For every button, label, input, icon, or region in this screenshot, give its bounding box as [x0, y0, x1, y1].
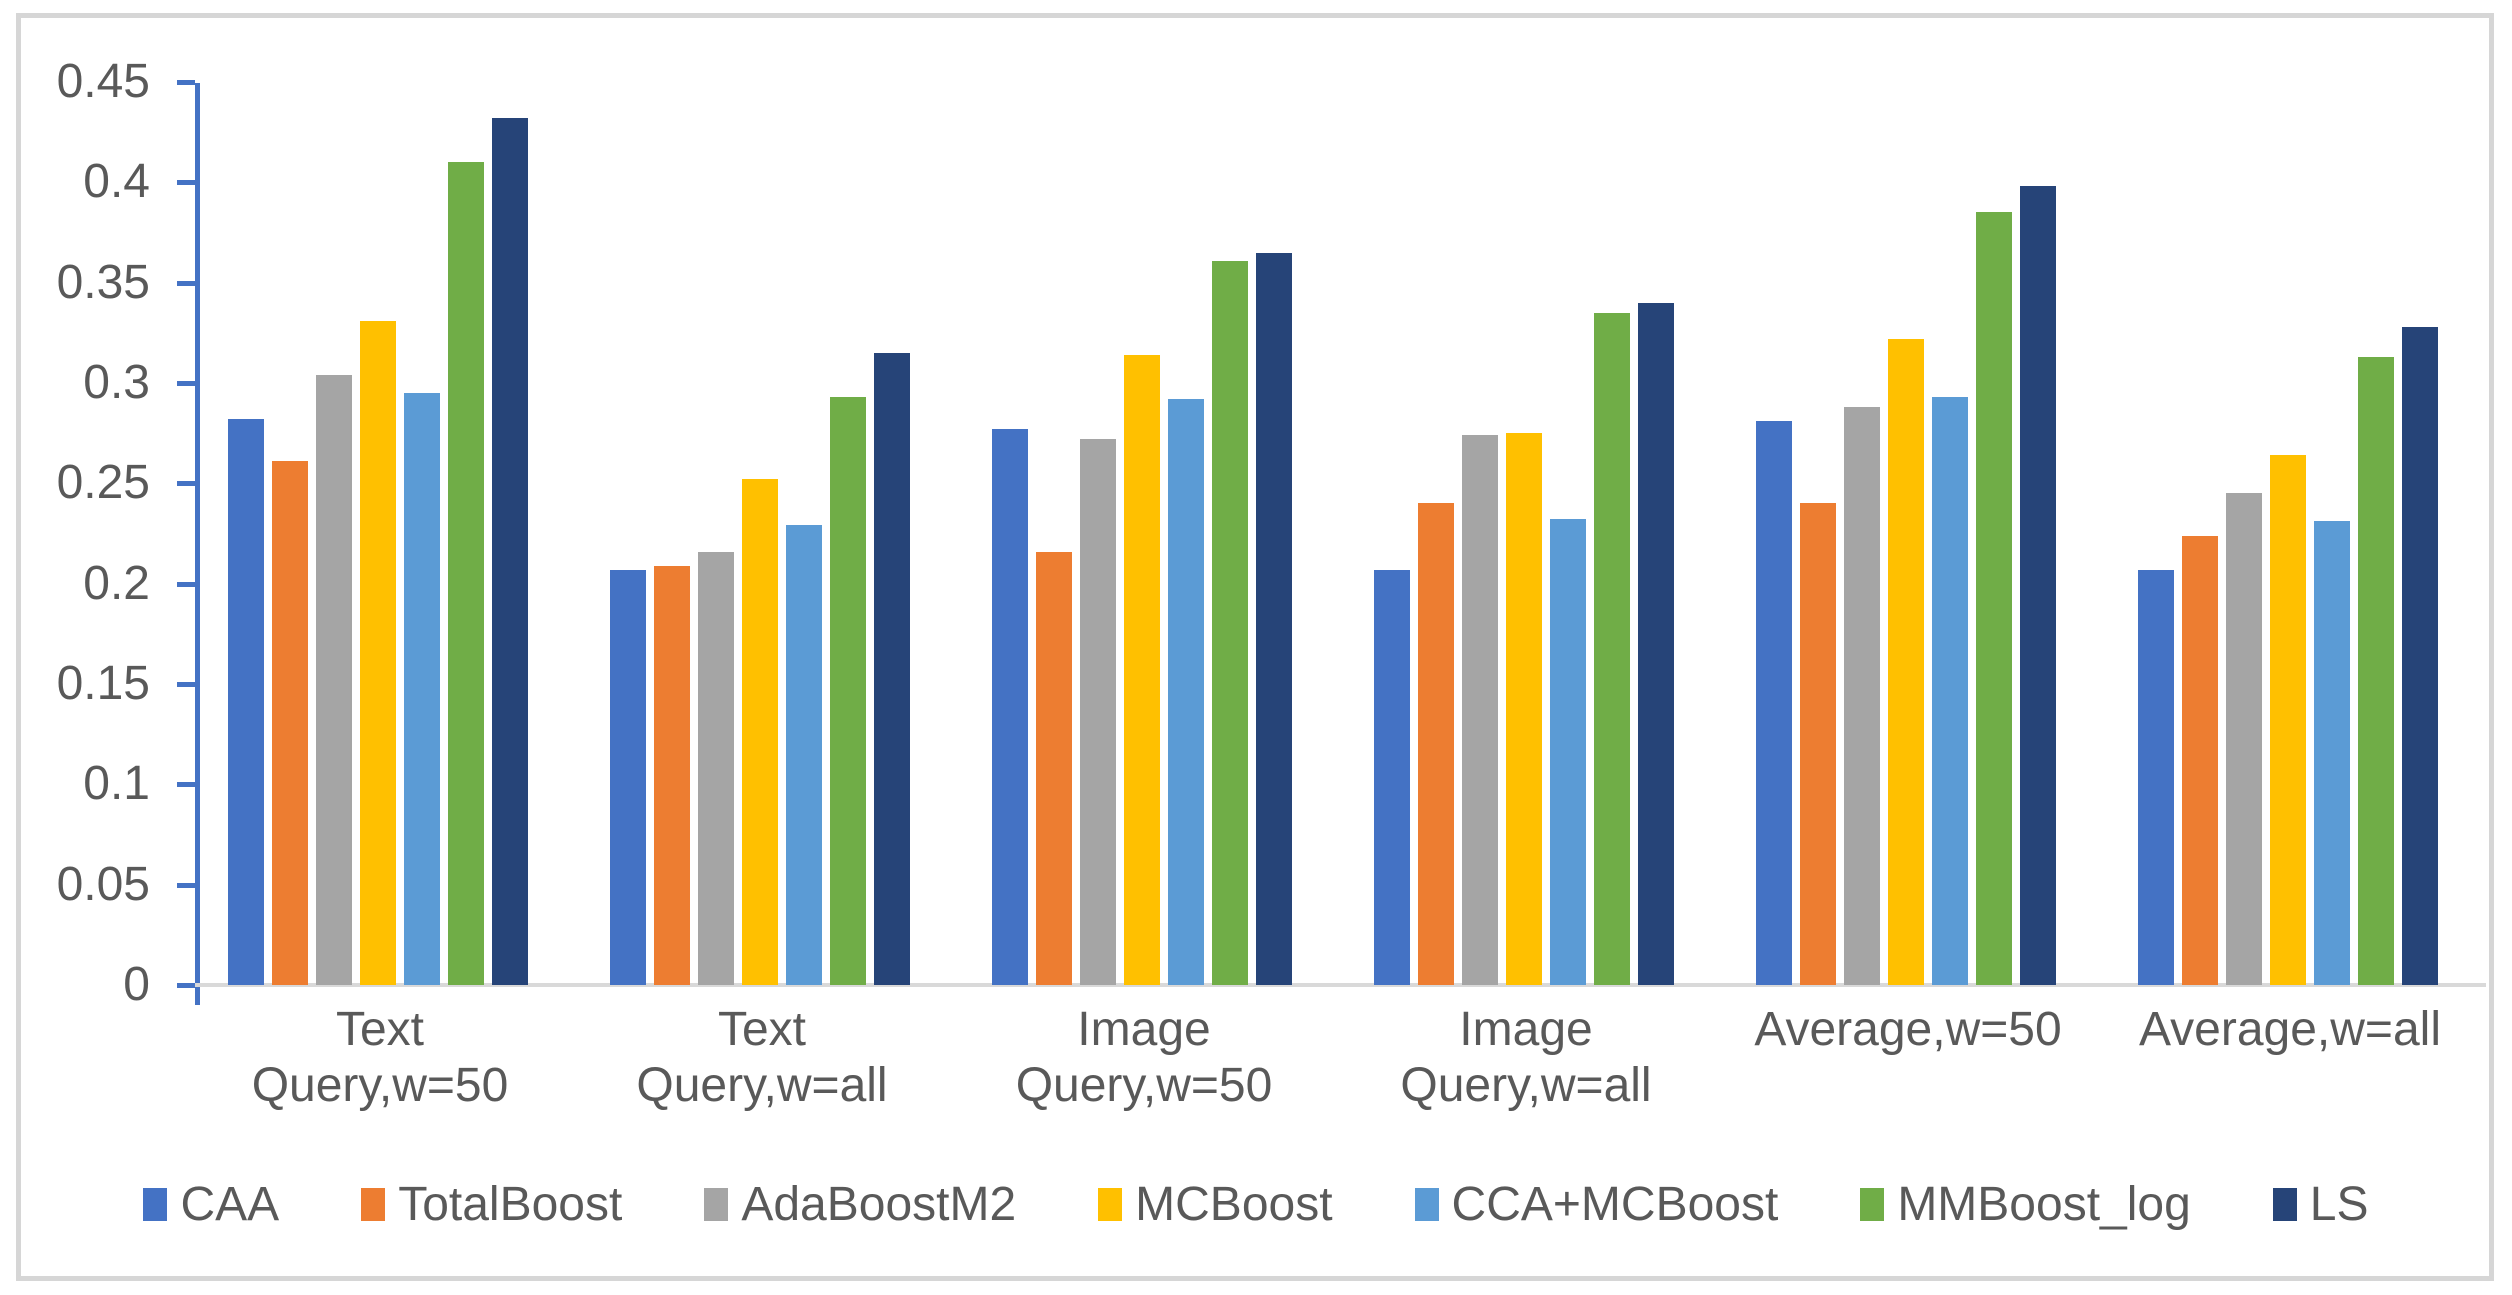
y-tick-mark — [177, 581, 195, 587]
x-category-label: Text Query,w=all — [636, 1003, 888, 1112]
bar-MMBoost_log — [1594, 313, 1630, 985]
bar-CCA+MCBoost — [404, 393, 440, 985]
y-tick-mark — [177, 80, 195, 85]
y-tick-label: 0.25 — [56, 456, 150, 510]
bar-CCA+MCBoost — [1550, 519, 1586, 985]
y-tick-mark — [177, 983, 195, 988]
y-tick-mark — [177, 481, 195, 487]
bar-AdaBoostM2 — [1844, 407, 1880, 985]
y-tick-label: 0.35 — [56, 255, 150, 309]
y-tick-mark — [177, 782, 195, 788]
bar-TotalBoost — [2182, 536, 2218, 985]
legend-label: CAA — [180, 1177, 280, 1231]
bar-MMBoost_log — [1976, 212, 2012, 985]
y-tick-mark — [177, 381, 195, 386]
y-tick-mark — [177, 180, 195, 186]
bar-CAA — [992, 429, 1028, 985]
legend-label: CCA+MCBoost — [1451, 1177, 1779, 1231]
legend-swatch-icon — [2272, 1187, 2297, 1221]
bar-CAA — [228, 419, 264, 985]
bar-AdaBoostM2 — [698, 552, 734, 985]
legend-swatch-icon — [143, 1187, 168, 1221]
y-tick-mark — [177, 882, 195, 888]
bar-LS — [874, 353, 910, 985]
bar-TotalBoost — [272, 461, 308, 985]
bar-CAA — [2138, 570, 2174, 985]
legend-label: TotalBoost — [398, 1177, 623, 1231]
bar-group — [1374, 82, 1674, 985]
bar-group — [610, 82, 910, 985]
legend-item-TotalBoost: TotalBoost — [361, 1177, 622, 1232]
bar-MCBoost — [1888, 339, 1924, 985]
legend-item-LS: LS — [2272, 1177, 2369, 1232]
legend-swatch-icon — [1414, 1187, 1439, 1221]
legend-swatch-icon — [1860, 1187, 1885, 1221]
bar-CAA — [1374, 570, 1410, 985]
bar-MCBoost — [1506, 433, 1542, 985]
bar-group — [1756, 82, 2056, 985]
y-tick-mark — [177, 682, 195, 687]
legend-label: AdaBoostM2 — [741, 1177, 1017, 1231]
y-tick-label: 0.4 — [83, 155, 150, 209]
bar-AdaBoostM2 — [316, 375, 352, 985]
bar-CCA+MCBoost — [1932, 397, 1968, 985]
y-tick-label: 0.1 — [83, 757, 150, 811]
legend-item-CCA+MCBoost: CCA+MCBoost — [1414, 1177, 1779, 1232]
x-category-label: Image Query,w=all — [1400, 1003, 1652, 1112]
bar-MMBoost_log — [1212, 261, 1248, 985]
bar-TotalBoost — [1036, 552, 1072, 985]
legend-item-CAA: CAA — [143, 1177, 279, 1232]
bar-AdaBoostM2 — [1080, 439, 1116, 985]
bar-MMBoost_log — [830, 397, 866, 985]
x-category-label: Average,w=50 — [1754, 1003, 2062, 1056]
legend-label: MMBoost_log — [1897, 1177, 2191, 1231]
legend-item-AdaBoostM2: AdaBoostM2 — [704, 1177, 1016, 1232]
bar-MCBoost — [742, 479, 778, 985]
legend-swatch-icon — [1098, 1187, 1123, 1221]
bar-LS — [1638, 303, 1674, 985]
legend-label: MCBoost — [1135, 1177, 1333, 1231]
y-tick-label: 0.05 — [56, 857, 150, 911]
y-tick-label: 0.45 — [56, 55, 150, 108]
bar-TotalBoost — [654, 566, 690, 985]
x-category-label: Image Query,w=50 — [1015, 1003, 1273, 1112]
bar-CCA+MCBoost — [786, 525, 822, 985]
bar-MCBoost — [360, 321, 396, 985]
x-category-label: Text Query,w=50 — [251, 1003, 509, 1112]
bar-group — [992, 82, 1292, 985]
bar-TotalBoost — [1800, 503, 1836, 985]
legend-swatch-icon — [361, 1187, 386, 1221]
bar-MCBoost — [2270, 455, 2306, 985]
y-tick-mark — [177, 280, 195, 286]
bar-AdaBoostM2 — [1462, 435, 1498, 985]
bar-group — [2138, 82, 2438, 985]
y-tick-label: 0.3 — [83, 356, 150, 409]
y-tick-label: 0.2 — [83, 556, 150, 610]
legend-item-MCBoost: MCBoost — [1098, 1177, 1333, 1232]
bar-CCA+MCBoost — [2314, 521, 2350, 985]
bar-LS — [2020, 186, 2056, 985]
y-tick-label: 0.15 — [56, 657, 150, 710]
x-category-label: Average,w=all — [2139, 1003, 2441, 1056]
x-axis-line — [195, 983, 2486, 987]
bar-LS — [2402, 327, 2438, 985]
bar-MMBoost_log — [2358, 357, 2394, 985]
y-tick-label: 0 — [123, 958, 150, 1011]
bar-MCBoost — [1124, 355, 1160, 985]
y-axis-line — [195, 83, 200, 1005]
bar-AdaBoostM2 — [2226, 493, 2262, 985]
bar-group — [228, 82, 528, 985]
bar-CCA+MCBoost — [1168, 399, 1204, 985]
bar-CAA — [1756, 421, 1792, 985]
bar-MMBoost_log — [448, 162, 484, 985]
legend: CAA TotalBoost AdaBoostM2 MCBoost CCA+MCBoos… — [0, 1168, 2512, 1240]
bar-TotalBoost — [1418, 503, 1454, 985]
legend-item-MMBoost_log: MMBoost_log — [1860, 1177, 2191, 1232]
legend-label: LS — [2309, 1177, 2369, 1231]
bar-CAA — [610, 570, 646, 985]
bar-LS — [492, 118, 528, 985]
bar-LS — [1256, 253, 1292, 985]
legend-swatch-icon — [704, 1187, 729, 1221]
